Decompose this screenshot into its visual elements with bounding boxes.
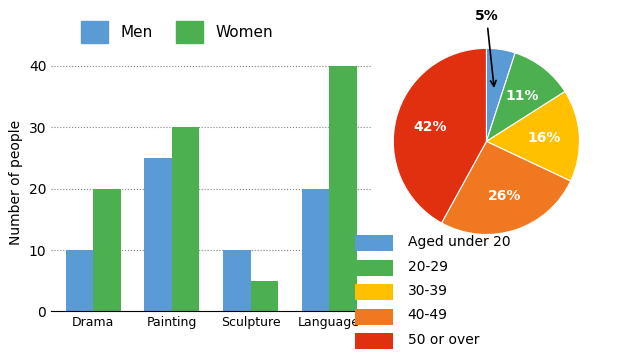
FancyBboxPatch shape xyxy=(355,333,393,349)
FancyBboxPatch shape xyxy=(355,284,393,300)
Text: 50 or over: 50 or over xyxy=(408,333,479,347)
Legend: Men, Women: Men, Women xyxy=(75,15,279,49)
Text: 20-29: 20-29 xyxy=(408,260,448,274)
Text: 42%: 42% xyxy=(413,120,447,134)
FancyBboxPatch shape xyxy=(355,260,393,276)
Bar xyxy=(250,281,278,311)
Wedge shape xyxy=(486,53,565,141)
FancyBboxPatch shape xyxy=(355,236,393,251)
Bar xyxy=(301,189,329,311)
Wedge shape xyxy=(394,48,486,223)
Bar xyxy=(329,66,356,311)
Bar xyxy=(172,127,200,311)
Bar xyxy=(66,250,93,311)
Text: 26%: 26% xyxy=(488,189,521,203)
Text: 16%: 16% xyxy=(527,131,561,145)
Text: 5%: 5% xyxy=(474,9,499,86)
Text: 30-39: 30-39 xyxy=(408,284,448,298)
Text: Aged under 20: Aged under 20 xyxy=(408,235,510,249)
Wedge shape xyxy=(486,48,515,141)
Bar xyxy=(145,158,172,311)
Text: 11%: 11% xyxy=(505,89,538,103)
Wedge shape xyxy=(486,92,579,181)
FancyBboxPatch shape xyxy=(355,309,393,325)
Bar xyxy=(223,250,250,311)
Bar xyxy=(93,189,121,311)
Text: 40-49: 40-49 xyxy=(408,309,448,323)
Y-axis label: Number of people: Number of people xyxy=(9,120,23,245)
Wedge shape xyxy=(442,141,571,234)
